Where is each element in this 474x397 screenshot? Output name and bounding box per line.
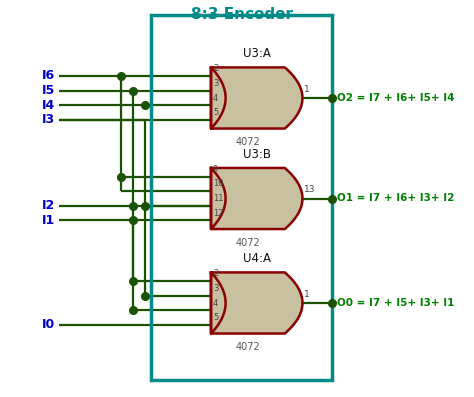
Text: 4072: 4072 xyxy=(235,137,260,147)
Text: 2: 2 xyxy=(213,64,218,73)
Text: 2: 2 xyxy=(213,269,218,278)
Text: 3: 3 xyxy=(213,79,219,88)
Text: I3: I3 xyxy=(42,114,55,127)
Text: U3:B: U3:B xyxy=(243,148,271,161)
Text: 5: 5 xyxy=(213,108,218,117)
Text: 1: 1 xyxy=(304,85,310,94)
Text: 1: 1 xyxy=(304,290,310,299)
Text: I4: I4 xyxy=(42,99,55,112)
Text: 8:3 Encoder: 8:3 Encoder xyxy=(191,7,292,22)
Text: I1: I1 xyxy=(42,214,55,227)
Text: 4: 4 xyxy=(213,299,218,308)
Text: O1 = I7 + I6+ I3+ I2: O1 = I7 + I6+ I3+ I2 xyxy=(337,193,454,204)
Text: O0 = I7 + I5+ I3+ I1: O0 = I7 + I5+ I3+ I1 xyxy=(337,298,454,308)
Text: U4:A: U4:A xyxy=(243,252,271,265)
Text: I6: I6 xyxy=(42,69,55,83)
Text: I2: I2 xyxy=(42,199,55,212)
Polygon shape xyxy=(211,67,302,129)
Text: 12: 12 xyxy=(213,209,223,218)
Text: 13: 13 xyxy=(304,185,316,194)
Text: O2 = I7 + I6+ I5+ I4: O2 = I7 + I6+ I5+ I4 xyxy=(337,93,455,103)
Text: 11: 11 xyxy=(213,194,223,203)
Text: 4072: 4072 xyxy=(235,342,260,352)
Text: 4: 4 xyxy=(213,94,218,102)
Polygon shape xyxy=(211,168,302,229)
Text: 3: 3 xyxy=(213,284,219,293)
Polygon shape xyxy=(211,272,302,333)
Text: 4072: 4072 xyxy=(235,238,260,248)
Text: 10: 10 xyxy=(213,179,223,189)
Text: I0: I0 xyxy=(42,318,55,331)
Text: 9: 9 xyxy=(213,165,218,174)
Text: I5: I5 xyxy=(42,84,55,97)
Text: U3:A: U3:A xyxy=(243,47,271,60)
Text: 5: 5 xyxy=(213,313,218,322)
